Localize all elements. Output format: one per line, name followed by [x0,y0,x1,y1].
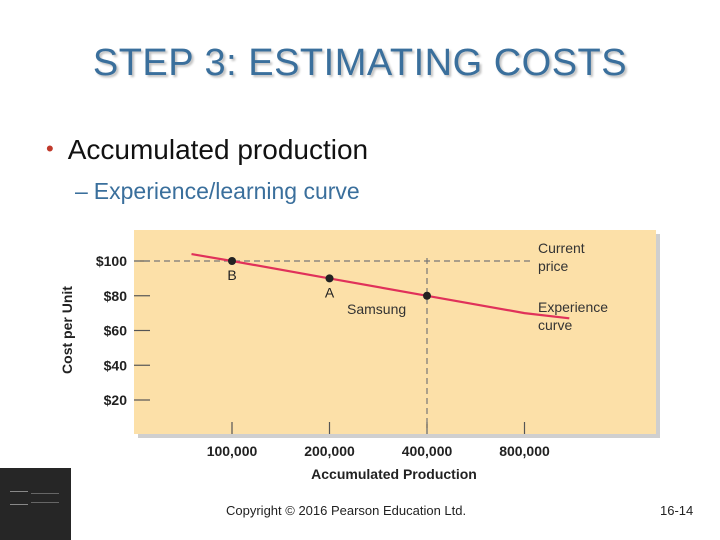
y-tick-label: $100 [96,253,127,269]
x-tick-label: 400,000 [402,443,453,459]
experience-curve-label: Experience [538,299,608,315]
experience-curve-line [191,253,570,320]
point-label: B [227,267,236,283]
y-tick-label: $60 [104,323,128,339]
y-tick-label: $40 [104,357,128,373]
data-point [423,291,431,300]
x-tick-label: 800,000 [499,443,550,459]
bullet-text: Accumulated production [67,134,369,165]
x-axis-title: Accumulated Production [311,466,477,482]
data-point [228,257,236,265]
y-tick-label: $80 [104,288,128,304]
x-tick-label: 200,000 [304,443,355,459]
sub-bullet-text: Experience/learning curve [93,178,360,204]
page-number: 16-14 [660,503,694,518]
company-label: Samsung [347,301,406,317]
book-cover-thumbnail [0,468,71,540]
copyright-footer: Copyright © 2016 Pearson Education Ltd. [226,503,467,518]
current-price-label: Current [538,240,585,256]
bullet-item: • Accumulated production [46,134,368,166]
plot-background [134,230,656,434]
dash-icon: – [75,178,88,204]
point-label: A [325,284,335,300]
bullet-icon: • [46,136,54,161]
sub-bullet-item: – Experience/learning curve [75,178,360,205]
x-tick-label: 100,000 [207,443,258,459]
current-price-label: price [538,258,569,274]
y-tick-label: $20 [104,392,128,408]
page-title: STEP 3: ESTIMATING COSTS [92,42,628,84]
experience-curve-label: curve [538,317,572,333]
book-cover-mark [31,493,59,503]
book-cover-mark [10,491,28,505]
y-axis-title: Cost per Unit [59,286,75,374]
data-point [325,274,334,283]
